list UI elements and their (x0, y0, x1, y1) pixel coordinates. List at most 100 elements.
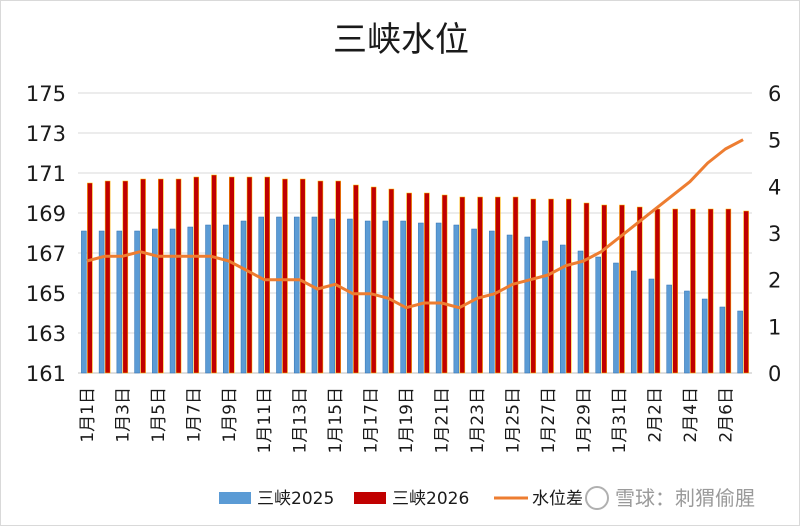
bar-2025-7 (187, 226, 194, 374)
bar-2026-8 (211, 174, 217, 374)
y-right-tick-label: 3 (768, 222, 781, 246)
bar-2025-12 (276, 216, 282, 374)
x-tick-label: 1月17日 (362, 387, 382, 453)
x-tick-label: 1月27日 (539, 387, 559, 453)
bar-2025-32 (630, 270, 637, 374)
bar-2026-16 (353, 184, 359, 374)
bar-2026-37 (725, 208, 732, 374)
bar-2026-7 (193, 176, 200, 374)
y-right-tick-label: 1 (768, 315, 781, 339)
bar-2026-2 (104, 180, 111, 374)
bar-2025-3 (116, 230, 123, 374)
bar-2026-36 (707, 208, 714, 374)
y-left-tick-label: 167 (26, 242, 66, 266)
bar-2025-21 (435, 222, 442, 374)
bar-2026-20 (424, 192, 430, 374)
x-tick-label: 1月23日 (468, 387, 488, 453)
y-left-tick-label: 175 (26, 82, 66, 106)
bar-2026-19 (406, 192, 412, 374)
bar-2026-32 (636, 206, 643, 374)
x-tick-label: 1月9日 (220, 387, 240, 443)
bar-2025-17 (364, 220, 371, 374)
bar-2025-36 (701, 298, 708, 374)
y-right-tick-label: 0 (768, 362, 781, 386)
bar-2026-38 (743, 210, 749, 374)
legend-swatch (354, 492, 386, 504)
bar-2025-2 (98, 230, 105, 374)
bars-layer (81, 174, 749, 374)
bar-2025-26 (524, 236, 531, 374)
x-tick-label: 1月19日 (397, 387, 417, 453)
y-axis-right: 0 1 2 3 4 5 6 (768, 82, 781, 386)
x-tick-label: 2月4日 (681, 387, 701, 443)
bar-2025-1 (81, 230, 87, 374)
bar-2025-34 (666, 284, 672, 374)
legend-label: 三峡2026 (392, 489, 469, 509)
x-tick-label: 1月5日 (149, 387, 169, 443)
y-axis-left: 161 163 165 167 169 171 173 175 (26, 82, 66, 386)
legend-item-2026: 三峡2026 (354, 489, 469, 509)
bar-2026-1 (87, 182, 93, 374)
snowball-logo-icon (585, 486, 609, 510)
y-right-tick-label: 4 (768, 175, 781, 199)
y-left-tick-label: 165 (26, 282, 66, 306)
y-left-tick-label: 171 (26, 162, 66, 186)
line-water-level-diff (86, 138, 744, 310)
bar-2025-22 (453, 224, 460, 374)
bar-2025-13 (293, 216, 300, 374)
bar-2026-30 (601, 204, 607, 374)
x-tick-label: 1月15日 (326, 387, 346, 453)
x-tick-label: 1月13日 (291, 387, 311, 453)
bar-2026-24 (495, 196, 501, 374)
x-tick-label: 1月31日 (610, 387, 630, 453)
bar-2025-8 (205, 224, 211, 374)
legend-item-diff: 水位差 (494, 489, 583, 509)
bar-2026-13 (299, 178, 306, 374)
x-tick-label: 1月25日 (504, 387, 524, 453)
watermark: 雪球：刺猬偷腥 (585, 486, 755, 510)
x-tick-label: 1月1日 (78, 387, 98, 443)
bar-2026-12 (282, 178, 288, 374)
chart-title: 三峡水位 (333, 20, 469, 60)
bar-2026-11 (264, 176, 270, 374)
bar-2026-6 (175, 178, 182, 374)
bar-2026-29 (583, 202, 590, 374)
bar-2026-31 (619, 204, 625, 374)
legend-label: 水位差 (532, 489, 583, 509)
bar-2025-35 (684, 290, 690, 374)
y-right-tick-label: 6 (768, 82, 781, 106)
bar-2025-31 (613, 262, 619, 374)
bar-2026-35 (690, 208, 696, 374)
bar-2025-10 (240, 220, 247, 374)
bar-2026-10 (246, 176, 253, 374)
legend-swatch (219, 492, 251, 504)
bar-2025-29 (577, 250, 584, 374)
bar-2025-5 (152, 228, 158, 374)
bar-2025-27 (542, 240, 548, 374)
bar-2025-33 (648, 278, 655, 374)
bar-2025-4 (134, 230, 140, 374)
bar-2026-34 (672, 208, 678, 374)
bar-2026-26 (530, 198, 537, 374)
line-layer (86, 138, 744, 310)
legend-item-2025: 三峡2025 (219, 489, 334, 509)
legend: 三峡2025 三峡2026 水位差 (219, 489, 583, 509)
bar-2025-11 (258, 216, 264, 374)
bar-2026-17 (370, 186, 377, 374)
y-left-tick-label: 163 (26, 322, 66, 346)
bar-2025-30 (595, 256, 601, 374)
bar-2025-24 (489, 230, 495, 374)
x-tick-label: 1月21日 (433, 387, 453, 453)
bar-2026-14 (317, 180, 324, 374)
bar-2025-20 (418, 222, 424, 374)
x-axis: 1月1日 1月3日 1月5日 1月7日 1月9日 1月11日 1月13日 1月15日 1月17日… (78, 387, 737, 453)
bar-2026-18 (388, 188, 395, 374)
bar-2025-6 (169, 228, 176, 374)
bar-2026-28 (566, 198, 572, 374)
watermark-text: 雪球：刺猬偷腥 (615, 486, 755, 510)
bar-2025-16 (347, 218, 353, 374)
bar-2025-25 (506, 234, 513, 374)
bar-2026-4 (140, 178, 146, 374)
bar-2026-33 (654, 208, 661, 374)
